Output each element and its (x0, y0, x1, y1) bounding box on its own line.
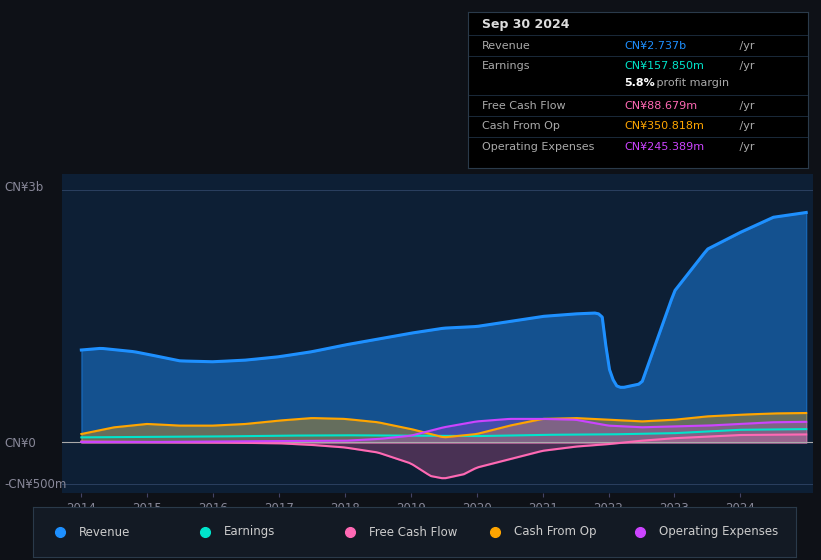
Text: Operating Expenses: Operating Expenses (482, 142, 594, 152)
Text: CN¥350.818m: CN¥350.818m (624, 122, 704, 132)
Text: Free Cash Flow: Free Cash Flow (369, 525, 457, 539)
Text: CN¥88.679m: CN¥88.679m (624, 101, 698, 111)
Text: Earnings: Earnings (482, 61, 530, 71)
Text: /yr: /yr (736, 142, 755, 152)
Text: Revenue: Revenue (79, 525, 130, 539)
Text: /yr: /yr (736, 101, 755, 111)
Text: Cash From Op: Cash From Op (482, 122, 559, 132)
Text: -CN¥500m: -CN¥500m (4, 478, 67, 492)
Text: profit margin: profit margin (654, 78, 729, 88)
Text: 5.8%: 5.8% (624, 78, 655, 88)
Text: Free Cash Flow: Free Cash Flow (482, 101, 565, 111)
Text: CN¥3b: CN¥3b (4, 181, 44, 194)
Text: Sep 30 2024: Sep 30 2024 (482, 18, 569, 31)
Text: Cash From Op: Cash From Op (514, 525, 596, 539)
Text: /yr: /yr (736, 40, 755, 50)
Text: CN¥2.737b: CN¥2.737b (624, 40, 686, 50)
Text: /yr: /yr (736, 61, 755, 71)
Text: CN¥157.850m: CN¥157.850m (624, 61, 704, 71)
Text: CN¥245.389m: CN¥245.389m (624, 142, 704, 152)
Text: CN¥0: CN¥0 (4, 437, 36, 450)
Text: Revenue: Revenue (482, 40, 530, 50)
Text: Earnings: Earnings (223, 525, 275, 539)
Text: Operating Expenses: Operating Expenses (659, 525, 778, 539)
Text: /yr: /yr (736, 122, 755, 132)
